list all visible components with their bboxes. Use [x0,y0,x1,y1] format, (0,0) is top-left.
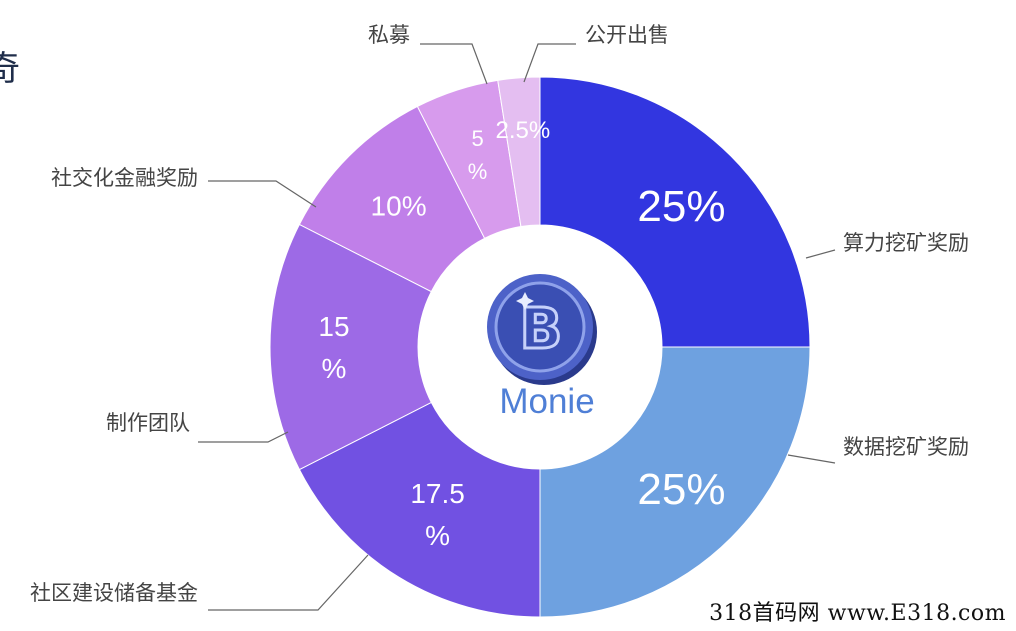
leader-line-4 [208,180,317,208]
category-label-3: 制作团队 [106,411,190,435]
slice-value-label-6: 2.5% [496,117,551,144]
leader-line-6 [523,43,576,83]
slice-value-label-1: 25% [637,465,725,514]
slice-value-label-4: 10% [371,190,427,221]
watermark-text: 318首码网 www.E318.com [703,593,1012,629]
slices-group [269,76,811,618]
slice-value-label-0: 25% [637,182,725,231]
category-label-5: 私募 [368,23,410,47]
category-label-4: 社交化金融奖励 [51,166,198,190]
cropped-heading-char: 奇 [0,49,20,89]
slice-value-label-5: 5% [468,126,488,184]
leader-line-0 [805,249,836,259]
leader-line-3 [198,431,289,443]
leader-line-2 [208,554,369,611]
sparkle-icon [516,292,534,310]
center-label: Monie [499,382,594,421]
category-label-1: 数据挖矿奖励 [843,435,969,459]
category-label-0: 算力挖矿奖励 [843,231,969,255]
leader-line-1 [787,454,836,464]
category-label-2: 社区建设储备基金 [30,581,198,605]
monie-logo-icon: B [487,274,597,385]
leader-lines-group [198,43,836,611]
leader-line-5 [420,43,488,85]
slice-value-label-2: 17.5% [410,478,465,551]
category-label-6: 公开出售 [585,23,669,47]
slice-value-label-3: 15% [318,311,349,384]
slice-labels-group: 25% 25% 17.5 % 15 % 10% 5 % 2.5% [318,117,725,551]
